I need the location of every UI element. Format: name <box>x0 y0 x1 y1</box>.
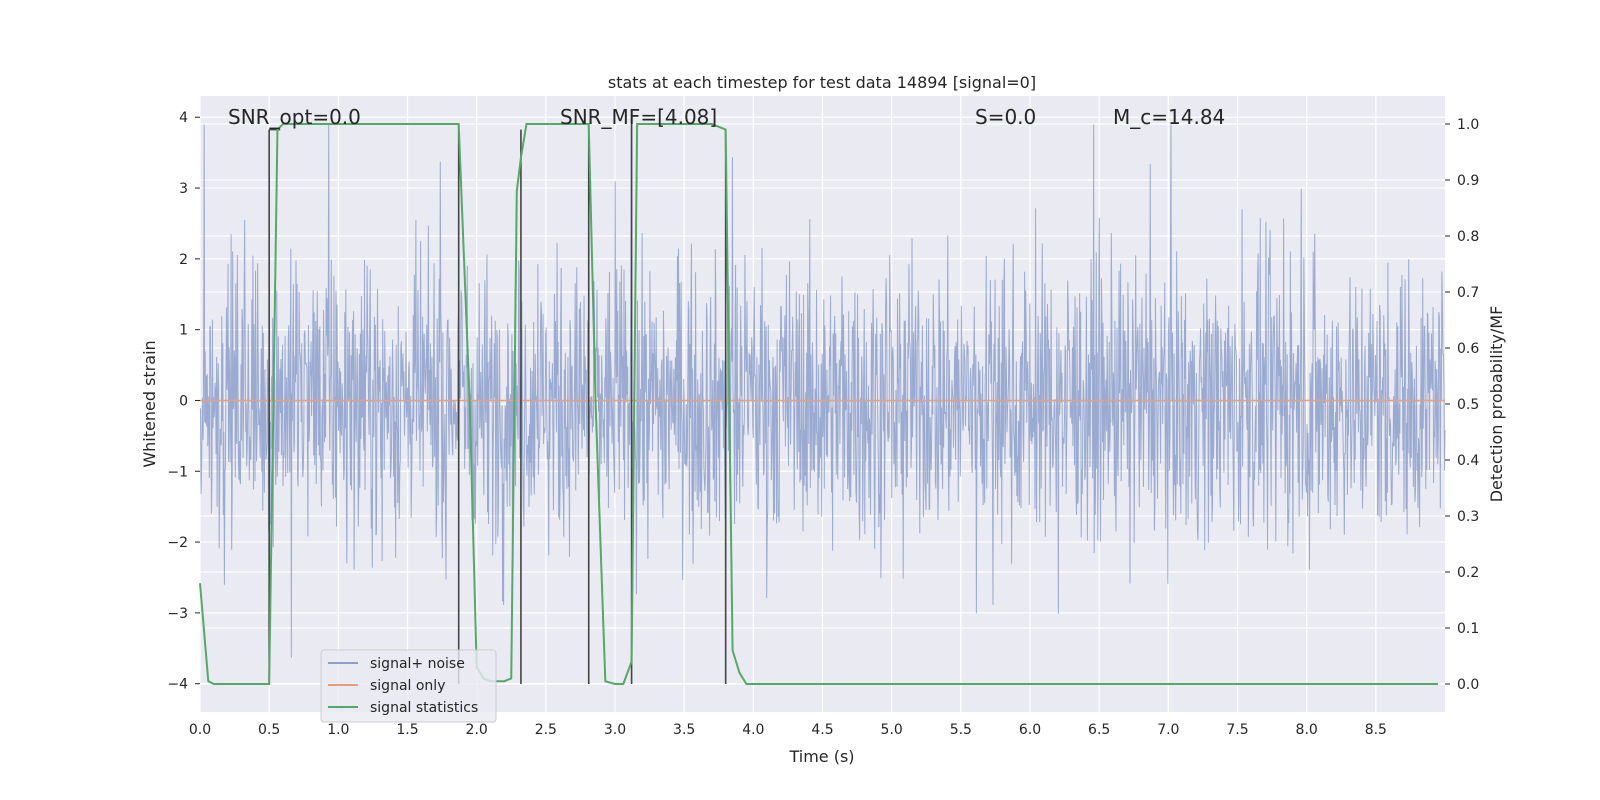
x-tick-label: 8.5 <box>1365 722 1387 738</box>
x-axis-label: Time (s) <box>788 747 854 766</box>
y-right-tick-label: 0.3 <box>1457 509 1479 525</box>
legend-label-signal-only: signal only <box>370 678 445 694</box>
y-right-tick-label: 0.9 <box>1457 173 1479 189</box>
y-left-tick-label: −4 <box>167 677 188 693</box>
y-right-tick-label: 0.7 <box>1457 285 1479 301</box>
x-tick-label: 6.5 <box>1088 722 1110 738</box>
x-tick-label: 2.5 <box>535 722 557 738</box>
vertical-markers <box>268 124 727 684</box>
x-tick-label: 3.5 <box>673 722 695 738</box>
x-tick-label: 5.0 <box>881 722 903 738</box>
x-tick-label: 7.0 <box>1157 722 1179 738</box>
y-left-tick-label: 3 <box>179 181 188 197</box>
y-left-tick-label: 4 <box>179 110 188 126</box>
x-tick-label: 1.0 <box>327 722 349 738</box>
x-tick-label: 2.0 <box>466 722 488 738</box>
y-left-tick-label: 1 <box>179 323 188 339</box>
y-right-tick-label: 1.0 <box>1457 117 1479 133</box>
y-right-tick-label: 0.6 <box>1457 341 1479 357</box>
x-tick-label: 8.0 <box>1296 722 1318 738</box>
y-right-tick-label: 0.2 <box>1457 565 1479 581</box>
x-tick-label: 4.0 <box>742 722 764 738</box>
signal-statistics-line <box>199 123 1439 685</box>
x-tick-label: 3.0 <box>604 722 626 738</box>
x-tick-label: 0.5 <box>258 722 280 738</box>
chart-title: stats at each timestep for test data 148… <box>608 73 1036 92</box>
y-left-tick-label: −2 <box>167 535 188 551</box>
legend-label-signal-noise: signal+ noise <box>370 656 465 672</box>
y-right-tick-label: 0.0 <box>1457 677 1479 693</box>
x-tick-label: 7.5 <box>1226 722 1248 738</box>
y-left-tick-label: −3 <box>167 606 188 622</box>
x-tick-label: 0.0 <box>189 722 211 738</box>
x-tick-labels: 0.0 0.5 1.0 1.5 2.0 2.5 3.0 3.5 4.0 4.5 5.0 5.5 6.0 6… <box>189 722 1387 738</box>
y-axis-right-label: Detection probability/MF <box>1487 306 1506 503</box>
y-axis-left-label: Whitened strain <box>140 340 159 467</box>
y-right-tick-label: 0.5 <box>1457 397 1479 413</box>
y-left-tick-label: 0 <box>179 393 188 409</box>
y-right-tick-labels: 0.0 0.1 0.2 0.3 0.4 0.5 0.6 0.7 0.8 0.9 1.0 <box>1445 117 1479 693</box>
y-right-tick-label: 0.4 <box>1457 453 1479 469</box>
legend: signal+ noise signal only signal statist… <box>320 649 497 723</box>
x-tick-label: 4.5 <box>811 722 833 738</box>
annotation-snr-mf: SNR_MF=[4.08] <box>560 105 717 129</box>
y-right-tick-label: 0.8 <box>1457 229 1479 245</box>
annotation-s: S=0.0 <box>975 105 1036 129</box>
annotation-mc: M_c=14.84 <box>1113 105 1225 129</box>
x-tick-label: 1.5 <box>396 722 418 738</box>
legend-box <box>320 649 497 723</box>
legend-label-signal-statistics: signal statistics <box>370 700 478 716</box>
noise-line <box>199 124 1446 658</box>
y-left-tick-labels: −4 −3 −2 −1 0 1 2 3 4 <box>167 110 200 693</box>
y-left-tick-label: −1 <box>167 464 188 480</box>
annotation-snr-opt: SNR_opt=0.0 <box>228 105 361 129</box>
series-signal-noise <box>199 124 1446 658</box>
x-tick-label: 6.0 <box>1019 722 1041 738</box>
y-left-tick-label: 2 <box>179 252 188 268</box>
x-tick-label: 5.5 <box>950 722 972 738</box>
y-right-tick-label: 0.1 <box>1457 621 1479 637</box>
series-signal-statistics <box>199 123 1439 685</box>
